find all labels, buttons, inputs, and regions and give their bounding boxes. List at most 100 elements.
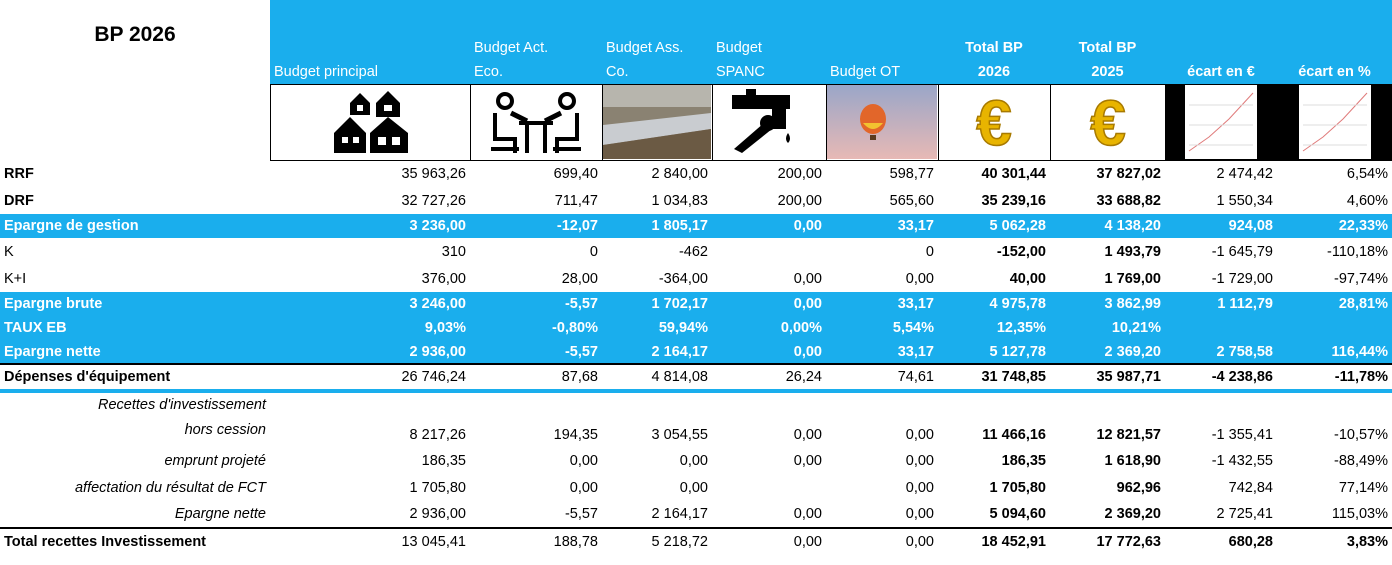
value-cell: 2 758,58 xyxy=(1165,340,1277,364)
value-cell: 0,00 xyxy=(793,452,822,469)
value-cell: 186,35 xyxy=(1001,452,1046,469)
value-cell: 0 xyxy=(925,243,934,260)
row-label: DRF xyxy=(0,187,270,214)
value-cell: -4 238,86 xyxy=(1165,363,1277,393)
value-cell: -1 432,55 xyxy=(1211,452,1273,469)
value-cell: 711,47 xyxy=(554,192,598,209)
value-cell: 87,68 xyxy=(470,363,602,393)
column-header: Budget principal xyxy=(270,0,470,84)
value-cell: 924,08 xyxy=(1165,214,1277,238)
column-header: Budget OT xyxy=(826,0,938,84)
value-cell: -88,49% xyxy=(1333,452,1388,469)
row-label: Epargne nette xyxy=(0,340,270,364)
value-cell: 33,17 xyxy=(826,214,938,238)
value-cell: 0,00 xyxy=(679,452,708,469)
value-cell: 35 987,71 xyxy=(1050,363,1165,393)
data-row: K+I 376,00 28,00 -364,00 0,00 0,00 40,00 1 769,… xyxy=(0,265,1392,292)
header-line: Total BP xyxy=(965,39,1023,56)
chart-thumbnail xyxy=(1164,83,1278,161)
header-row: BP 2026 Budget principal Budget Act. Eco. B… xyxy=(0,0,1392,84)
value-cell xyxy=(1277,316,1392,340)
data-row: affectation du résultat de FCT 1 705,80 0,… xyxy=(0,474,1392,501)
value-cell: 4 814,08 xyxy=(602,363,712,393)
column-header: écart en % xyxy=(1277,0,1392,84)
houses-icon xyxy=(269,83,471,161)
value-cell: 28,81% xyxy=(1277,292,1392,316)
value-cell: 74,61 xyxy=(826,363,938,393)
value-cell: -1 729,00 xyxy=(1211,270,1273,287)
value-cell: 26 746,24 xyxy=(270,363,470,393)
value-cell xyxy=(712,238,826,265)
value-cell: 1 702,17 xyxy=(602,292,712,316)
value-cell: -152,00 xyxy=(996,243,1046,260)
row-label: K xyxy=(0,238,270,265)
value-cell: 12,35% xyxy=(938,316,1050,340)
euro-icon: € xyxy=(937,83,1051,161)
value-cell: 37 827,02 xyxy=(1096,165,1161,182)
value-cell: 1 034,83 xyxy=(651,192,708,209)
data-row: Epargne brute 3 246,00 -5,57 1 702,17 0,00 33… xyxy=(0,292,1392,316)
value-cell: -12,07 xyxy=(470,214,602,238)
data-row: K 310 0 -462 0 -152,00 1 493,79 -1 645,79 -110,1… xyxy=(0,238,1392,265)
value-cell: 3 054,55 xyxy=(651,427,708,443)
value-cell: 0,00 xyxy=(679,479,708,496)
value-cell: 0,00 xyxy=(905,506,934,522)
label-line: RRF xyxy=(4,165,34,182)
label-line: Recettes d'investissement xyxy=(98,397,266,413)
value-cell: 33,17 xyxy=(826,292,938,316)
value-cell: 0,00 xyxy=(712,292,826,316)
value-cell: 680,28 xyxy=(1165,527,1277,555)
value-cell: 565,60 xyxy=(889,192,934,209)
pipeline-photo xyxy=(601,83,713,161)
value-cell: -11,78% xyxy=(1277,363,1392,393)
value-cell: 4 975,78 xyxy=(938,292,1050,316)
value-cell: 6,54% xyxy=(1346,165,1388,182)
label-line: Dépenses d'équipement xyxy=(4,369,171,385)
value-cell: -97,74% xyxy=(1333,270,1388,287)
value-cell: 0,00 xyxy=(569,479,598,496)
value-cell: 40,00 xyxy=(1009,270,1046,287)
header-line: SPANC xyxy=(716,63,765,80)
value-cell: 186,35 xyxy=(421,452,466,469)
value-cell xyxy=(712,474,826,501)
row-label: Recettes d'investissement hors cession xyxy=(0,391,270,447)
value-cell: 13 045,41 xyxy=(270,527,470,555)
data-row: Epargne nette 2 936,00 -5,57 2 164,17 0,00 0,… xyxy=(0,501,1392,528)
column-header: Total BP 2026 xyxy=(938,0,1050,84)
column-header: Total BP 2025 xyxy=(1050,0,1165,84)
label-line: hors cession xyxy=(184,422,266,438)
value-cell: 3 236,00 xyxy=(270,214,470,238)
value-cell: 5 218,72 xyxy=(602,527,712,555)
value-cell: -1 355,41 xyxy=(1211,427,1273,443)
value-cell: 2 936,00 xyxy=(270,340,470,364)
value-cell: 11 466,16 xyxy=(982,427,1046,443)
value-cell: 1 112,79 xyxy=(1165,292,1277,316)
value-cell: 0,00 xyxy=(826,527,938,555)
value-cell: 8 217,26 xyxy=(409,427,466,443)
label-line: K xyxy=(4,243,14,260)
value-cell: -110,18% xyxy=(1327,243,1388,260)
header-line: Budget Ass. xyxy=(606,39,684,56)
value-cell: 0,00 xyxy=(793,506,822,522)
value-cell: 33,17 xyxy=(826,340,938,364)
value-cell: -5,57 xyxy=(470,292,602,316)
label-line: Epargne brute xyxy=(4,296,103,312)
header-line: Budget OT xyxy=(830,63,901,80)
value-cell: 28,00 xyxy=(561,270,598,287)
value-cell: 0,00 xyxy=(712,527,826,555)
header-line: Budget xyxy=(716,39,762,56)
value-cell: 4,60% xyxy=(1346,192,1388,209)
value-cell: 26,24 xyxy=(712,363,826,393)
row-label: K+I xyxy=(0,265,270,292)
value-cell: 2 369,20 xyxy=(1104,506,1161,522)
image-row: € € xyxy=(0,83,1392,161)
value-cell: 31 748,85 xyxy=(938,363,1050,393)
value-cell: 59,94% xyxy=(602,316,712,340)
value-cell: 0,00 xyxy=(905,427,934,443)
value-cell: 200,00 xyxy=(777,165,822,182)
value-cell: 4 138,20 xyxy=(1050,214,1165,238)
row-label: RRF xyxy=(0,160,270,187)
value-cell: 310 xyxy=(441,243,466,260)
data-row: Epargne nette 2 936,00 -5,57 2 164,17 0,00 33… xyxy=(0,340,1392,364)
